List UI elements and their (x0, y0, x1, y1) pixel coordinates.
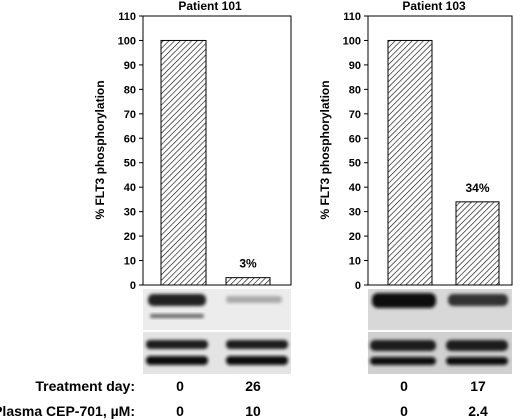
plasma-value: 2.4 (468, 403, 488, 419)
panel-patient-101: Patient 101 % FLT3 phosphorylation 0 10 20… (93, 0, 292, 419)
y-tick-label: 0 (130, 280, 136, 292)
y-axis-ticks: 0 10 20 30 40 50 60 70 80 90 100 110 (118, 11, 143, 292)
panel-title: Patient 103 (402, 0, 466, 13)
panel-title: Patient 101 (178, 0, 242, 13)
western-blot-103 (368, 289, 512, 374)
bars (160, 39, 271, 286)
y-tick-label: 110 (118, 11, 136, 23)
y-tick-label: 80 (349, 84, 361, 96)
y-axis-label: % FLT3 phosphorylation (318, 80, 332, 219)
y-tick-label: 70 (349, 109, 361, 121)
plasma-label: Plasma CEP-701, µM: (0, 403, 135, 419)
y-tick-label: 0 (355, 280, 361, 292)
bar-data-label: 34% (465, 181, 489, 195)
treatment-day-value: 17 (470, 378, 486, 394)
y-tick-label: 20 (349, 231, 361, 243)
y-tick-label: 110 (343, 11, 361, 23)
bars (387, 39, 500, 286)
plot-frame (142, 15, 292, 286)
y-tick-label: 90 (349, 60, 361, 72)
y-tick-label: 50 (349, 158, 361, 170)
y-axis-ticks: 0 10 20 30 40 50 60 70 80 90 100 110 (343, 11, 368, 292)
y-tick-label: 70 (124, 109, 136, 121)
bar-data-label: 3% (239, 257, 257, 271)
y-tick-label: 80 (124, 84, 136, 96)
y-tick-label: 60 (349, 133, 361, 145)
treatment-day-value: 0 (176, 378, 184, 394)
y-tick-label: 10 (349, 256, 361, 268)
y-tick-label: 50 (124, 158, 136, 170)
bar-day-17 (455, 201, 500, 286)
treatment-day-value: 0 (400, 378, 408, 394)
panel-patient-103: Patient 103 % FLT3 phosphorylation 0 10 20… (318, 0, 513, 419)
western-blot-101 (143, 289, 291, 374)
plasma-value: 0 (176, 403, 184, 419)
y-tick-label: 60 (124, 133, 136, 145)
y-tick-label: 40 (124, 182, 136, 194)
y-tick-label: 20 (124, 231, 136, 243)
y-tick-label: 30 (349, 207, 361, 219)
y-axis-label: % FLT3 phosphorylation (93, 80, 107, 219)
bar-day-0 (160, 39, 207, 286)
data-labels: 34% (465, 181, 489, 195)
plasma-value: 0 (400, 403, 408, 419)
plasma-value: 10 (245, 403, 261, 419)
y-tick-label: 30 (124, 207, 136, 219)
treatment-day-value: 26 (245, 378, 261, 394)
treatment-day-label: Treatment day: (35, 378, 135, 394)
bar-day-26 (225, 277, 271, 286)
y-tick-label: 10 (124, 256, 136, 268)
y-tick-label: 100 (118, 35, 136, 47)
y-tick-label: 90 (124, 60, 136, 72)
bar-day-0 (387, 39, 433, 286)
y-tick-label: 40 (349, 182, 361, 194)
y-tick-label: 100 (343, 35, 361, 47)
plot-frame (367, 15, 513, 286)
data-labels: 3% (239, 257, 257, 271)
